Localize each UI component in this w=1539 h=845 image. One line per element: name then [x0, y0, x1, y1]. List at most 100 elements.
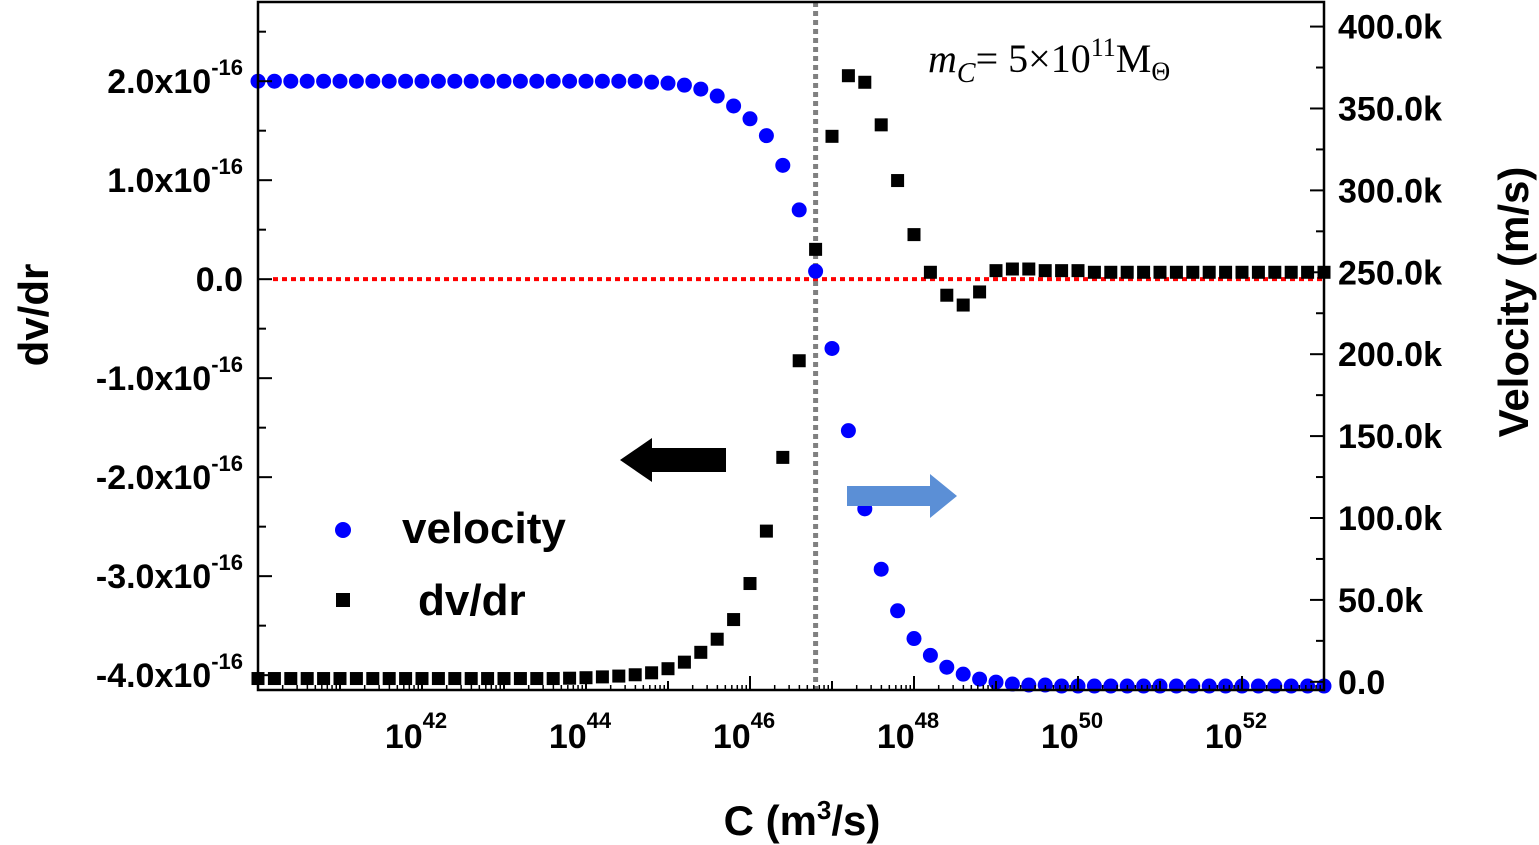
velocity-point: [890, 603, 906, 619]
dvdr-point: [841, 69, 855, 83]
x-tick-label: 1044: [549, 708, 612, 756]
dvdr-point: [1186, 265, 1200, 279]
velocity-point: [660, 75, 676, 91]
velocity-point: [726, 98, 742, 114]
dvdr-point: [595, 670, 609, 684]
y-right-tick-label: 150.0k: [1338, 418, 1442, 456]
dvdr-point: [973, 285, 987, 299]
dvdr-point: [759, 524, 773, 538]
velocity-point: [512, 73, 528, 89]
axis-ticks: 1042 1044 1046 1048 1050 1052 2.0x10-16 1.0x10-…: [96, 9, 1442, 756]
dvdr-point: [464, 672, 478, 686]
legend-label-dvdr: dv/dr: [418, 576, 526, 625]
dvdr-point: [1202, 265, 1216, 279]
velocity-point: [316, 73, 332, 89]
left-arrow: [620, 438, 726, 482]
dvdr-point: [1038, 264, 1052, 278]
dvdr-point: [349, 672, 363, 686]
velocity-point: [398, 73, 414, 89]
velocity-point: [1136, 678, 1152, 694]
velocity-point: [578, 73, 594, 89]
velocity-point: [840, 423, 856, 439]
legend-marker-velocity: [335, 522, 351, 538]
dvdr-point: [513, 672, 527, 686]
velocity-point: [1086, 678, 1102, 694]
velocity-point: [611, 73, 627, 89]
y-left-tick-label: -2.0x10-16: [96, 451, 243, 497]
velocity-point: [873, 561, 889, 577]
dvdr-point: [431, 672, 445, 686]
dvdr-point: [497, 672, 511, 686]
dvdr-point: [1301, 265, 1315, 279]
velocity-point: [627, 73, 643, 89]
right-arrow: [847, 474, 957, 518]
dvdr-point: [628, 668, 642, 682]
velocity-point: [1168, 678, 1184, 694]
velocity-point: [709, 88, 725, 104]
x-tick-label: 1050: [1041, 708, 1103, 756]
dvdr-point: [1251, 265, 1265, 279]
velocity-point: [1300, 678, 1316, 694]
y-right-tick-label: 50.0k: [1338, 582, 1423, 620]
dvdr-point: [776, 450, 790, 464]
x-tick-label: 1048: [877, 708, 939, 756]
y-right-tick-label: 350.0k: [1338, 90, 1442, 128]
velocity-point: [381, 73, 397, 89]
velocity-point: [693, 81, 709, 97]
dvdr-point: [1284, 265, 1298, 279]
velocity-point: [266, 73, 282, 89]
data-markers: [250, 69, 1332, 694]
y-left-tick-label: -4.0x10-16: [96, 649, 243, 695]
dvdr-point: [300, 672, 314, 686]
y-axis-right-title: Velocity (m/s): [1490, 167, 1537, 438]
dvdr-point: [809, 242, 823, 256]
y-right-tick-label: 200.0k: [1338, 336, 1442, 374]
velocity-point: [463, 73, 479, 89]
dvdr-point: [677, 655, 691, 669]
velocity-point: [529, 73, 545, 89]
dvdr-point: [874, 118, 888, 132]
velocity-point: [1103, 678, 1119, 694]
plot-frame: [256, 0, 1326, 692]
dvdr-point: [1268, 265, 1282, 279]
velocity-point: [594, 73, 610, 89]
x-tick-label: 1042: [385, 708, 447, 756]
mass-annotation: mC= 5×1011MΘ: [928, 33, 1170, 89]
dvdr-point: [530, 672, 544, 686]
x-tick-label: 1046: [713, 708, 775, 756]
dvdr-point: [825, 129, 839, 143]
legend: velocity dv/dr: [335, 504, 566, 625]
dvdr-point: [1055, 264, 1069, 278]
dvdr-point: [694, 645, 708, 659]
y-left-tick-label: -1.0x10-16: [96, 352, 243, 398]
dvdr-point: [1071, 264, 1085, 278]
dvdr-point: [366, 672, 380, 686]
dvdr-point: [267, 672, 281, 686]
dvdr-point: [891, 174, 905, 188]
velocity-point: [348, 73, 364, 89]
y-axis-left-title: dv/dr: [10, 264, 57, 367]
dvdr-point: [661, 662, 675, 676]
velocity-point: [496, 73, 512, 89]
velocity-point: [775, 157, 791, 173]
x-tick-label: 1052: [1205, 708, 1267, 756]
velocity-point: [742, 111, 758, 127]
dvdr-point: [284, 672, 298, 686]
dvdr-point: [710, 632, 724, 646]
velocity-point: [1218, 678, 1234, 694]
velocity-point: [758, 128, 774, 144]
legend-label-velocity: velocity: [402, 504, 566, 553]
dvdr-point: [448, 672, 462, 686]
y-right-tick-label: 400.0k: [1338, 9, 1442, 47]
y-left-tick-label: 0.0: [196, 261, 243, 299]
dvdr-point: [1169, 265, 1183, 279]
legend-marker-dvdr: [336, 593, 350, 607]
dvdr-point: [940, 288, 954, 302]
velocity-point: [545, 73, 561, 89]
x-axis-title: C (m3/s): [724, 795, 881, 844]
dvdr-point: [1219, 265, 1233, 279]
velocity-point: [414, 73, 430, 89]
dvdr-point: [1235, 265, 1249, 279]
dvdr-point: [792, 354, 806, 368]
velocity-point: [1004, 676, 1020, 692]
